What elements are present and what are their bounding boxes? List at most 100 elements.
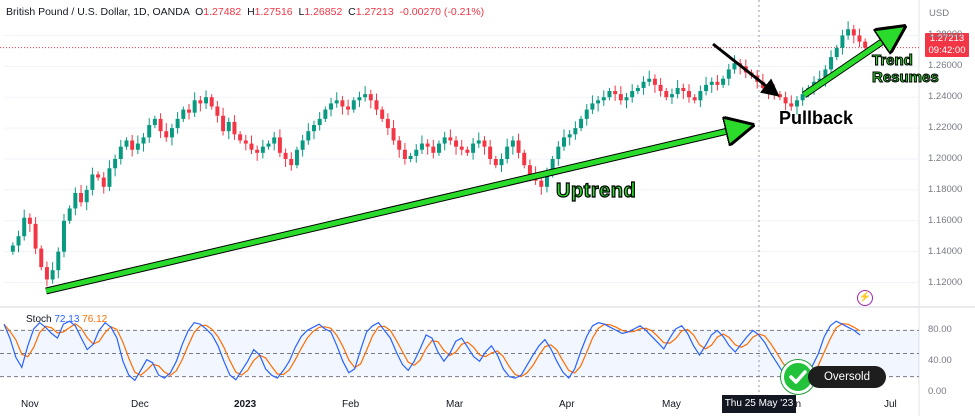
- candle-body: [33, 223, 38, 249]
- candle-body: [834, 47, 839, 58]
- candle-body: [306, 131, 311, 141]
- candle-body: [385, 118, 390, 129]
- candle-body: [340, 100, 345, 107]
- candle-body: [829, 57, 834, 70]
- uptrend-annotation: Uptrend: [555, 179, 637, 202]
- chart-header: British Pound / U.S. Dollar, 1D, OANDA O…: [6, 6, 484, 18]
- candle-body: [186, 109, 191, 113]
- candle-body: [249, 143, 254, 150]
- candle-body: [368, 94, 373, 101]
- candle-body: [226, 121, 231, 132]
- price-tick: 1.28000: [928, 29, 963, 41]
- candle-body: [44, 267, 49, 280]
- price-tick: 1.24000: [928, 91, 963, 103]
- candles: [10, 21, 868, 287]
- candle-body: [16, 236, 21, 246]
- candle-body: [709, 81, 714, 85]
- stoch-pane: [0, 320, 919, 384]
- candle-body: [556, 146, 561, 159]
- candle-body: [181, 109, 186, 119]
- candle-body: [346, 106, 351, 110]
- low-label: L: [298, 6, 305, 18]
- price-tick: 1.18000: [928, 183, 963, 195]
- candle-body: [459, 146, 464, 150]
- candle-body: [783, 97, 788, 104]
- candle-body: [192, 100, 197, 113]
- time-tick: Dec: [131, 399, 149, 410]
- candle-body: [630, 91, 635, 98]
- candle-body: [198, 100, 203, 104]
- time-tick: Feb: [342, 399, 360, 410]
- candle-body: [510, 140, 515, 147]
- candle-body: [84, 189, 89, 203]
- candle-body: [732, 63, 737, 70]
- candle-body: [56, 251, 61, 271]
- candle-body: [687, 91, 692, 98]
- candle-body: [391, 128, 396, 141]
- candle-body: [664, 91, 669, 98]
- candle-body: [419, 143, 424, 150]
- candle-body: [175, 118, 180, 129]
- candle-body: [107, 168, 112, 187]
- candle-body: [437, 143, 441, 153]
- pullback-annotation: Pullback: [779, 108, 854, 128]
- last-price-badge: 1.27213 09:42:00: [925, 33, 969, 57]
- candle-body: [800, 94, 805, 101]
- candle-body: [425, 143, 430, 147]
- annotation-arrows: [45, 31, 898, 295]
- candle-body: [10, 245, 15, 252]
- candle-body: [641, 81, 646, 88]
- time-tick: 2023: [234, 399, 257, 410]
- time-tick: Apr: [559, 399, 575, 410]
- candle-body: [471, 143, 476, 153]
- candle-body: [357, 97, 362, 101]
- trend-resumes-annotation: Trend Resumes: [872, 52, 940, 87]
- candle-body: [363, 94, 368, 98]
- candle-body: [323, 109, 328, 119]
- change-value: -0.00270 (-0.21%): [399, 6, 485, 18]
- lightning-icon[interactable]: ⚡: [857, 290, 873, 306]
- candle-body: [823, 69, 828, 79]
- candle-body: [169, 128, 174, 138]
- candle-body: [118, 146, 123, 159]
- candle-body: [374, 100, 379, 110]
- close-label: C: [348, 6, 356, 18]
- candle-body: [402, 149, 407, 159]
- candle-body: [232, 121, 237, 135]
- candle-body: [380, 109, 385, 119]
- candle-body: [209, 97, 214, 107]
- candle-body: [61, 220, 66, 252]
- candle-body: [567, 134, 572, 138]
- candle-body: [39, 248, 44, 268]
- candle-body: [857, 35, 862, 42]
- candle-body: [90, 174, 95, 190]
- candle-body: [408, 155, 413, 159]
- low-value: 1.26852: [304, 6, 343, 18]
- stoch-label: Stoch: [26, 314, 52, 325]
- price-tick: 1.14000: [928, 245, 963, 257]
- candle-body: [243, 140, 248, 144]
- candle-body: [215, 106, 220, 116]
- countdown: 09:42:00: [928, 45, 966, 56]
- candle-body: [647, 78, 652, 82]
- pullback-arrow: [712, 42, 780, 97]
- candle-body: [260, 146, 265, 153]
- candle-body: [698, 91, 703, 101]
- candle-body: [562, 137, 566, 147]
- open-value: 1.27482: [203, 6, 242, 18]
- candle-body: [846, 29, 851, 36]
- candle-body: [675, 87, 680, 95]
- candle-body: [283, 152, 288, 159]
- time-tick: Nov: [21, 399, 39, 410]
- candle-body: [658, 84, 663, 92]
- candle-body: [488, 146, 493, 159]
- stoch-tick: 0.00: [928, 386, 947, 397]
- candle-body: [351, 100, 356, 110]
- price-tick: 1.20000: [928, 153, 963, 164]
- candle-body: [527, 165, 532, 175]
- candle-body: [67, 208, 72, 221]
- candle-body: [522, 152, 527, 166]
- stoch-tick: 80.00: [928, 324, 952, 336]
- candle-body: [613, 91, 618, 95]
